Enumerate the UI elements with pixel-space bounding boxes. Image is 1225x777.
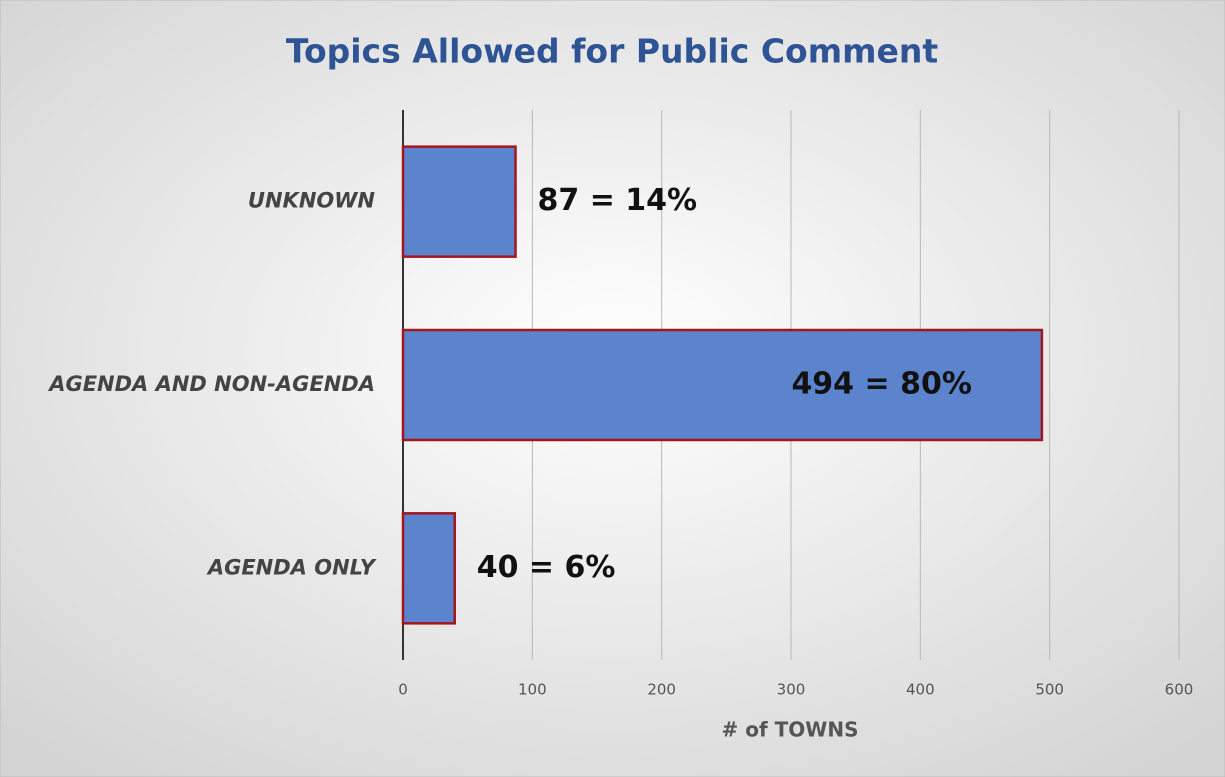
- bar: [401, 145, 517, 258]
- x-tick-label: 500: [1035, 681, 1064, 699]
- x-axis-label: # of TOWNS: [722, 718, 859, 742]
- x-tick-label: 300: [777, 681, 806, 699]
- data-label: 494 = 80%: [791, 367, 971, 402]
- bar: [401, 328, 1044, 442]
- data-label: 40 = 6%: [477, 550, 616, 585]
- x-tick-label: 600: [1165, 681, 1194, 699]
- x-tick-label: 100: [518, 681, 547, 699]
- chart-title: Topics Allowed for Public Comment: [286, 32, 939, 71]
- x-tick-label: 0: [398, 681, 408, 699]
- x-tick-label: 200: [647, 681, 676, 699]
- bar: [401, 512, 456, 625]
- data-label: 87 = 14%: [538, 183, 698, 218]
- y-tick-label: AGENDA AND NON-AGENDA: [47, 372, 375, 396]
- y-tick-label: UNKNOWN: [248, 189, 375, 213]
- x-tick-label: 400: [906, 681, 935, 699]
- y-tick-label: AGENDA ONLY: [206, 555, 377, 579]
